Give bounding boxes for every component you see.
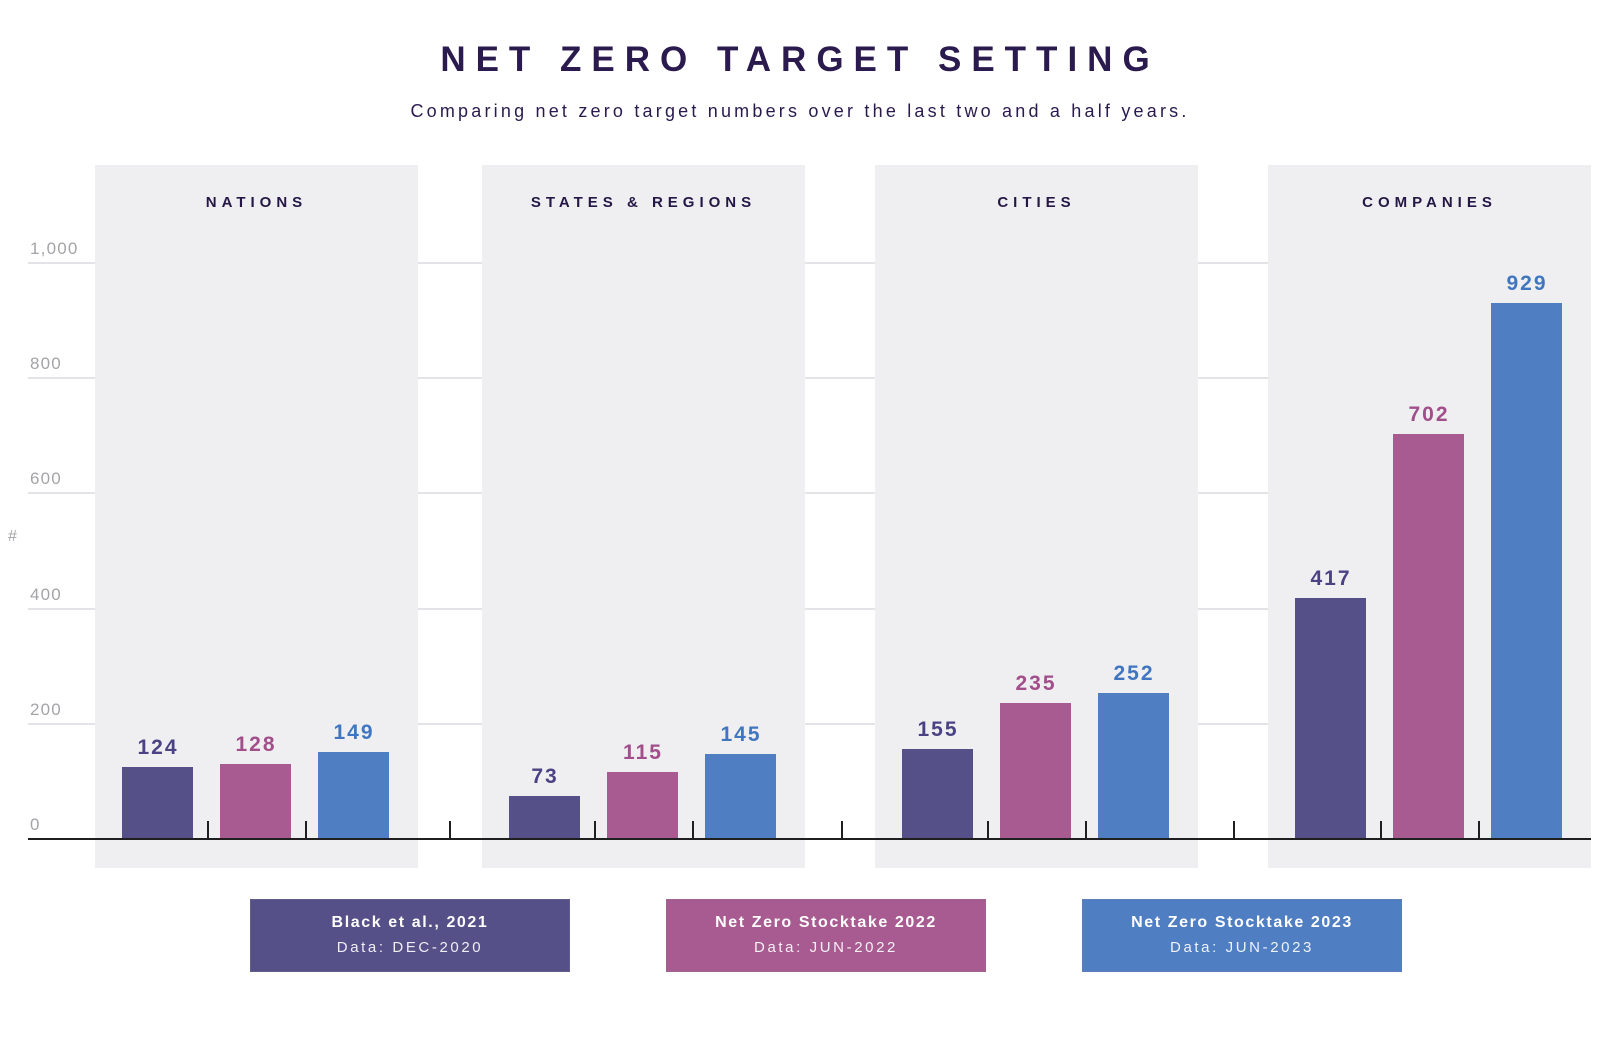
bar <box>1491 303 1562 838</box>
bar-value-label: 124 <box>137 736 179 759</box>
axis-tick <box>1233 821 1235 838</box>
axis-tick <box>841 821 843 838</box>
axis-tick <box>1085 821 1087 838</box>
bar-value-label: 128 <box>235 733 277 756</box>
chart-title: NET ZERO TARGET SETTING <box>440 40 1160 79</box>
bar <box>1393 434 1464 838</box>
y-tick-label: 200 <box>30 700 62 719</box>
y-tick-label: 800 <box>30 354 62 373</box>
y-axis-title: # <box>8 528 17 545</box>
grid-line <box>28 492 1591 494</box>
grid-line <box>28 262 1591 264</box>
bar-value-label: 252 <box>1113 662 1155 685</box>
axis-tick <box>1478 821 1480 838</box>
category-label: CITIES <box>997 194 1076 211</box>
bar <box>509 796 580 838</box>
legend-series-note: Data: JUN-2022 <box>754 939 898 956</box>
bar <box>902 749 973 838</box>
legend-series-name: Net Zero Stocktake 2022 <box>715 914 937 931</box>
y-tick-label: 400 <box>30 585 62 604</box>
bar-value-label: 929 <box>1506 272 1548 295</box>
y-tick-label: 1,000 <box>30 239 79 258</box>
bar <box>1000 703 1071 838</box>
bar-value-label: 73 <box>531 765 559 788</box>
x-axis-line <box>28 838 1591 840</box>
legend-item-stocktake-2022: Net Zero Stocktake 2022 Data: JUN-2022 <box>666 899 986 972</box>
grid-line <box>28 377 1591 379</box>
bar <box>318 752 389 838</box>
axis-tick <box>987 821 989 838</box>
category-label: NATIONS <box>205 194 308 211</box>
axis-tick <box>594 821 596 838</box>
bar-value-label: 702 <box>1408 403 1450 426</box>
category-label: COMPANIES <box>1362 194 1497 211</box>
legend-series-name: Net Zero Stocktake 2023 <box>1131 914 1353 931</box>
axis-tick <box>207 821 209 838</box>
category-panel <box>95 165 418 868</box>
bar-value-label: 145 <box>720 723 762 746</box>
y-tick-label: 0 <box>30 815 41 834</box>
axis-tick <box>1380 821 1382 838</box>
bar-value-label: 155 <box>917 718 959 741</box>
bar <box>220 764 291 838</box>
bar-value-label: 235 <box>1015 672 1057 695</box>
bar <box>607 772 678 838</box>
legend-series-note: Data: DEC-2020 <box>336 939 484 956</box>
bar <box>1098 693 1169 838</box>
grid-line <box>28 608 1591 610</box>
chart-subtitle: Comparing net zero target numbers over t… <box>410 101 1190 121</box>
axis-tick <box>305 821 307 838</box>
category-panel <box>482 165 805 868</box>
bar-value-label: 417 <box>1310 567 1352 590</box>
category-label: STATES & REGIONS <box>530 194 757 211</box>
legend-series-name: Black et al., 2021 <box>331 914 489 931</box>
y-tick-label: 600 <box>30 469 62 488</box>
bar-value-label: 115 <box>623 741 663 764</box>
bar <box>122 767 193 838</box>
legend-item-black-et-al-2021: Black et al., 2021 Data: DEC-2020 <box>250 899 570 972</box>
chart-legend: Black et al., 2021 Data: DEC-2020 Net Ze… <box>0 899 1600 972</box>
axis-tick <box>449 821 451 838</box>
legend-series-note: Data: JUN-2023 <box>1170 939 1314 956</box>
legend-item-stocktake-2023: Net Zero Stocktake 2023 Data: JUN-2023 <box>1082 899 1402 972</box>
bar <box>705 754 776 838</box>
grid-line <box>28 723 1591 725</box>
axis-tick <box>692 821 694 838</box>
bar-value-label: 149 <box>333 721 375 744</box>
bar <box>1295 598 1366 838</box>
